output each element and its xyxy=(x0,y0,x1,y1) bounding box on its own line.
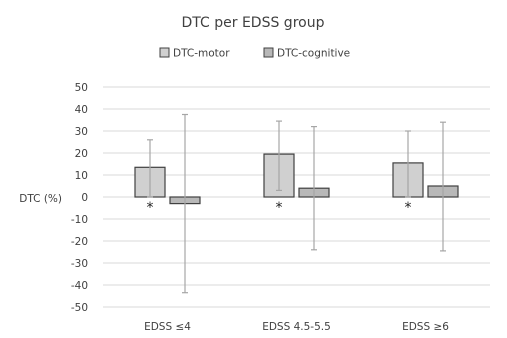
y-tick-label: 10 xyxy=(75,170,88,182)
y-tick-label: -20 xyxy=(71,236,88,248)
legend-label-dtc-motor: DTC-motor xyxy=(173,48,230,60)
x-tick-label: EDSS ≤4 xyxy=(144,321,191,333)
y-tick-label: 40 xyxy=(75,104,88,116)
bars xyxy=(134,153,459,205)
significance-markers: * * * xyxy=(147,200,412,216)
x-axis-ticks: EDSS ≤4 EDSS 4.5-5.5 EDSS ≥6 xyxy=(144,321,449,333)
y-axis-ticks: -50 -40 -30 -20 -10 0 10 20 30 40 50 xyxy=(71,82,88,314)
significance-marker: * xyxy=(276,200,283,216)
y-tick-label: -30 xyxy=(71,258,88,270)
x-tick-label: EDSS ≥6 xyxy=(402,321,449,333)
legend-label-dtc-cognitive: DTC-cognitive xyxy=(277,48,350,60)
x-tick-label: EDSS 4.5-5.5 xyxy=(262,321,331,333)
y-axis-label: DTC (%) xyxy=(19,193,62,205)
legend: DTC-motor DTC-cognitive xyxy=(159,47,350,60)
significance-marker: * xyxy=(405,200,412,216)
y-tick-label: 50 xyxy=(75,82,88,94)
y-tick-label: -40 xyxy=(71,280,88,292)
gridlines xyxy=(103,86,490,308)
y-tick-label: -10 xyxy=(71,214,88,226)
y-tick-label: 30 xyxy=(75,126,88,138)
legend-swatch-dtc-motor xyxy=(159,47,170,58)
y-tick-label: 0 xyxy=(81,192,88,204)
y-tick-label: 20 xyxy=(75,148,88,160)
legend-swatch-dtc-cognitive xyxy=(263,47,274,58)
error-bars xyxy=(147,113,446,294)
y-tick-label: -50 xyxy=(71,302,88,314)
chart-title: DTC per EDSS group xyxy=(182,15,325,31)
significance-marker: * xyxy=(147,200,154,216)
